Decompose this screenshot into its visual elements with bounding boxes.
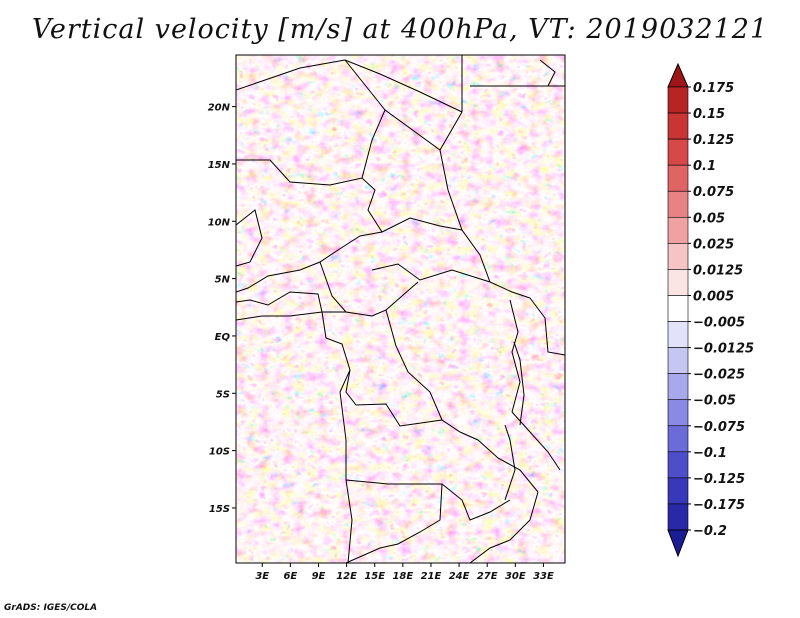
y-tick-label: 5N — [215, 275, 231, 286]
y-tick-label: EQ — [215, 332, 231, 343]
colorbar-segment — [667, 164, 689, 192]
colorbar-label: −0.0125 — [693, 342, 754, 357]
y-tick-label: 10N — [208, 217, 231, 228]
colorbar-label: −0.2 — [693, 524, 727, 539]
x-axis: 3E 6E 9E 12E 15E 18E 21E 24E 27E 30E 33E — [255, 563, 554, 582]
x-tick-label: 12E — [336, 571, 357, 582]
colorbar-segment — [667, 112, 689, 140]
y-tick-label: 15S — [209, 504, 230, 515]
colorbar-segment — [667, 399, 689, 427]
colorbar-bottom-triangle — [667, 529, 689, 558]
x-tick-label: 6E — [283, 571, 297, 582]
colorbar-segment — [667, 295, 689, 322]
colorbar-label: 0.005 — [693, 289, 734, 304]
x-tick-label: 9E — [312, 571, 326, 582]
colorbar-segment — [667, 190, 689, 218]
colorbar-label: −0.05 — [693, 394, 736, 409]
colorbar: 0.175 0.15 0.125 0.1 0.075 0.05 0.025 0.0125 0.0… — [667, 62, 754, 558]
colorbar-segment — [667, 503, 689, 531]
plot-frame — [235, 54, 566, 564]
colorbar-segment — [667, 373, 689, 401]
x-tick-label: 24E — [449, 571, 470, 582]
colorbar-segment — [667, 269, 689, 296]
colorbar-label: 0.0125 — [693, 263, 743, 278]
colorbar-segment — [667, 138, 689, 166]
colorbar-segment — [667, 425, 689, 453]
colorbar-segment — [667, 216, 689, 244]
country-borders — [236, 55, 565, 563]
colorbar-label: −0.025 — [693, 368, 745, 383]
x-tick-label: 33E — [533, 571, 554, 582]
y-axis: 20N 15N 10N 5N EQ 5S 10S 15S — [208, 103, 236, 515]
colorbar-top-triangle — [667, 62, 689, 88]
colorbar-segment — [667, 321, 689, 348]
colorbar-segment — [667, 451, 689, 479]
colorbar-label: 0.15 — [693, 107, 725, 122]
x-tick-label: 21E — [421, 571, 442, 582]
colorbar-segment — [667, 347, 689, 374]
colorbar-label: −0.125 — [693, 472, 745, 487]
x-tick-label: 15E — [364, 571, 385, 582]
map-title: Vertical velocity [m/s] at 400hPa, VT: 2… — [31, 14, 769, 45]
colorbar-label: 0.1 — [693, 159, 716, 174]
y-tick-label: 15N — [208, 160, 231, 171]
colorbar-label: −0.1 — [693, 446, 727, 461]
colorbar-label: −0.175 — [693, 498, 745, 513]
colorbar-label: 0.125 — [693, 133, 734, 148]
colorbar-label: 0.175 — [693, 81, 734, 96]
colorbar-label: 0.025 — [693, 237, 734, 252]
x-tick-label: 27E — [477, 571, 498, 582]
y-tick-label: 10S — [209, 447, 230, 458]
colorbar-label: 0.05 — [693, 211, 725, 226]
colorbar-segment — [667, 477, 689, 505]
colorbar-segment — [667, 243, 689, 270]
y-tick-label: 5S — [216, 389, 230, 400]
x-tick-label: 18E — [392, 571, 413, 582]
x-tick-label: 30E — [505, 571, 526, 582]
x-tick-label: 3E — [255, 571, 269, 582]
velocity-field — [236, 55, 565, 563]
y-tick-label: 20N — [208, 103, 231, 114]
colorbar-label: −0.005 — [693, 316, 745, 331]
colorbar-label: −0.075 — [693, 420, 745, 435]
colorbar-label: 0.075 — [693, 185, 734, 200]
grads-footer: GrADS: IGES/COLA — [4, 603, 98, 613]
colorbar-segment — [667, 86, 689, 114]
